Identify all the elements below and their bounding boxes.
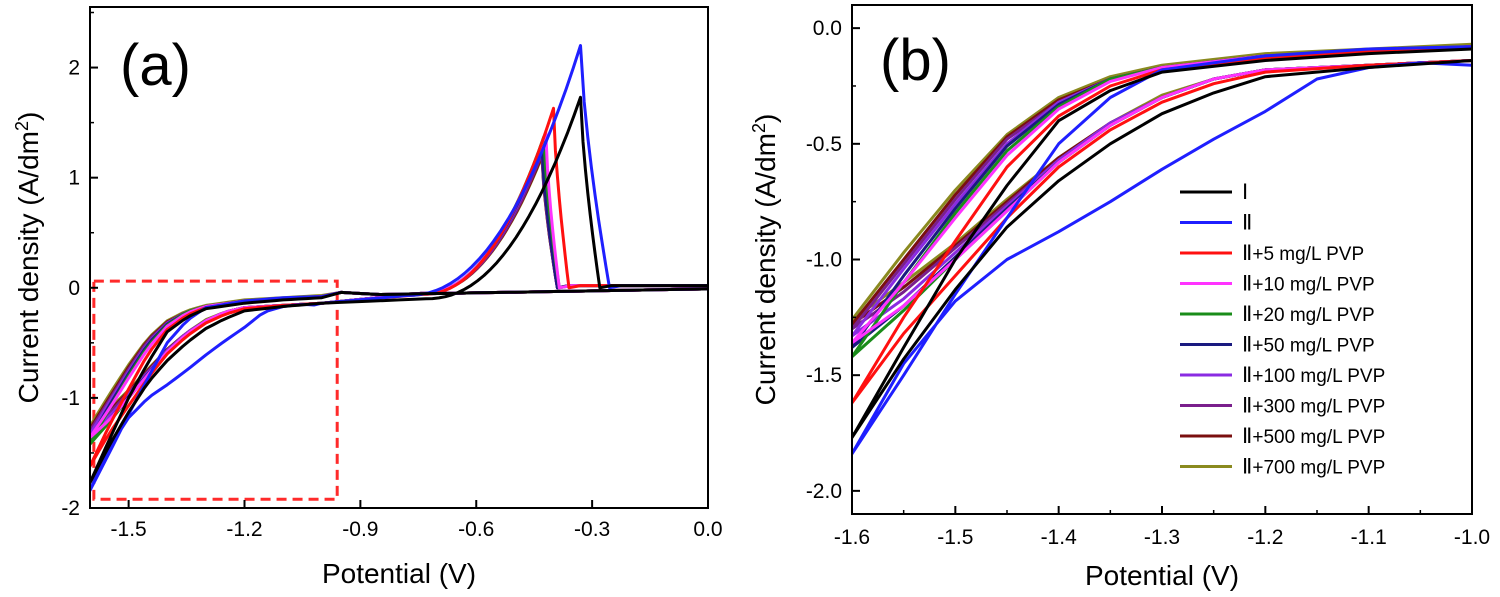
panel-a-frame	[89, 6, 709, 509]
panel-a-y-tick-label: 0	[68, 277, 80, 300]
panel-b-x-tick-label: -1.1	[1351, 526, 1387, 549]
panel-a-y-axis-title: Current density (A/dm2)	[12, 112, 44, 404]
legend-entry-roman: Ⅱ	[1242, 272, 1252, 296]
panel-a-x-tick-label: -0.9	[342, 518, 378, 541]
panel-a-x-axis-title: Potential (V)	[322, 558, 476, 589]
panel-b-series-3-line	[852, 45, 1472, 345]
panel-b-y-axis-title: Current density (A/dm2)	[749, 114, 781, 406]
panel-b-x-tick-label: -1.4	[1041, 526, 1078, 549]
panel-b-y-axis-title-close: )	[750, 114, 781, 123]
legend-entry: Ⅱ+300 mg/L PVP	[1242, 394, 1385, 418]
panel-b-y-tick-label: -0.5	[806, 133, 842, 156]
panel-b-series-2-line	[852, 45, 1472, 405]
legend-entry: Ⅱ+100 mg/L PVP	[1242, 363, 1385, 387]
legend-entry: Ⅱ+5 mg/L PVP	[1242, 241, 1364, 265]
legend-entry-label: +50 mg/L PVP	[1252, 336, 1374, 357]
legend-entry: Ⅰ	[1242, 180, 1248, 204]
legend-entry: Ⅱ+500 mg/L PVP	[1242, 424, 1385, 448]
legend-entry-roman: Ⅱ	[1242, 333, 1252, 357]
panel-a-x-tick-label: 0.0	[693, 518, 722, 541]
zoom-region-box	[92, 279, 339, 501]
panel-a-x-tick-label: -1.2	[226, 518, 262, 541]
legend-entry-roman: Ⅰ	[1242, 180, 1248, 204]
panel-a-series-7-line	[90, 151, 708, 433]
panel-a-x-tick-label: -1.5	[111, 518, 147, 541]
legend-entry: Ⅱ+10 mg/L PVP	[1242, 272, 1375, 296]
panel-b-x-tick-label: -1.3	[1144, 526, 1180, 549]
panel-b-y-axis-title-sup: 2	[749, 123, 769, 133]
legend-entry-label: +5 mg/L PVP	[1252, 244, 1364, 265]
panel-b-x-tick-label: -1.0	[1454, 526, 1490, 549]
panel-b-x-tick-label: -1.6	[834, 526, 870, 549]
legend-entry-label: +700 mg/L PVP	[1252, 458, 1385, 479]
panel-b-label: (b)	[880, 28, 951, 93]
panel-b-x-tick-label: -1.5	[937, 526, 973, 549]
legend-entry-roman: Ⅱ	[1242, 302, 1252, 326]
panel-b-y-tick-label: -1.5	[806, 364, 842, 387]
panel-b-y-axis-title-main: Current density (A/dm	[750, 133, 781, 405]
legend-entry-roman: Ⅱ	[1242, 241, 1252, 265]
panel-a-series-1-line	[90, 44, 708, 492]
legend-entry: Ⅱ	[1242, 211, 1252, 235]
panel-a-series-8-line	[90, 154, 708, 431]
panel-a-y-tick-label: 1	[68, 167, 80, 190]
legend-entry: Ⅱ+20 mg/L PVP	[1242, 302, 1375, 326]
panel-b-y-tick-label: -2.0	[806, 480, 842, 503]
panel-a-y-tick-label: -2	[61, 497, 80, 520]
panel-a-y-axis-title-sup: 2	[12, 121, 32, 131]
panel-b-y-tick-label: -1.0	[806, 249, 842, 272]
panel-a-plot-area	[90, 44, 708, 501]
panel-a-y-axis-title-close: )	[13, 112, 44, 121]
legend-entry-roman: Ⅱ	[1242, 394, 1252, 418]
panel-b-y-tick-label: 0.0	[813, 17, 842, 40]
panel-b-series-0-line	[852, 47, 1472, 440]
panel-b-series-1-line	[852, 45, 1472, 456]
legend-entry-roman: Ⅱ	[1242, 363, 1252, 387]
legend-entry-roman: Ⅱ	[1242, 455, 1252, 479]
panel-a-x-tick-label: -0.3	[574, 518, 610, 541]
legend-entry-roman: Ⅱ	[1242, 211, 1252, 235]
legend-entry-label: +300 mg/L PVP	[1252, 397, 1385, 418]
panel-a-y-axis-title-main: Current density (A/dm	[13, 131, 44, 403]
legend-entry-label: +20 mg/L PVP	[1252, 305, 1374, 326]
legend-entry-label: +100 mg/L PVP	[1252, 366, 1385, 387]
panel-a-y-tick-label: 2	[68, 57, 80, 80]
panel-a-series-0-line	[90, 95, 708, 485]
legend-entry-roman: Ⅱ	[1242, 424, 1252, 448]
panel-a-y-tick-label: -1	[61, 387, 80, 410]
panel-b-x-tick-label: -1.2	[1247, 526, 1283, 549]
panel-b-plot-area	[852, 42, 1472, 456]
legend-entry: Ⅱ+50 mg/L PVP	[1242, 333, 1375, 357]
legend-entry: Ⅱ+700 mg/L PVP	[1242, 455, 1385, 479]
panel-a-label: (a)	[120, 33, 191, 98]
legend-entry-label: +500 mg/L PVP	[1252, 427, 1385, 448]
panel-a-x-tick-label: -0.6	[458, 518, 494, 541]
panel-b-x-axis-title: Potential (V)	[1085, 560, 1239, 591]
legend-entry-label: +10 mg/L PVP	[1252, 275, 1374, 296]
